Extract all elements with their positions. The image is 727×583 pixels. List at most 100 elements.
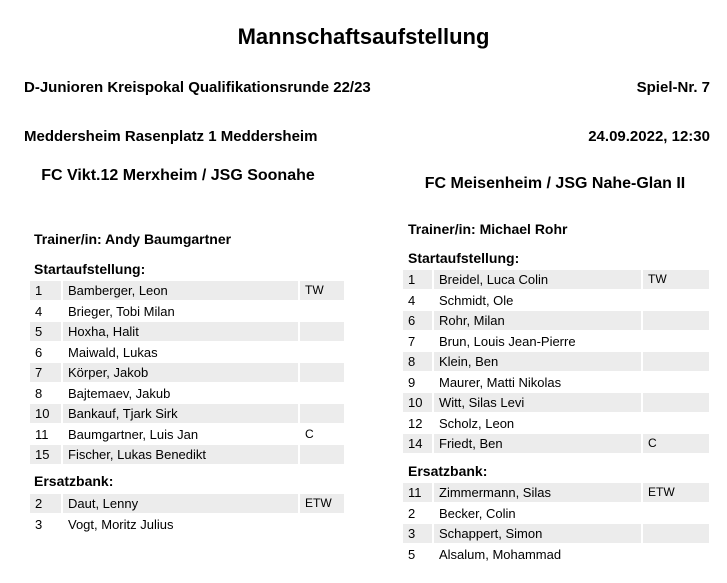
team1-bench-list: 2 Daut, Lenny ETW 3 Vogt, Moritz Julius bbox=[30, 494, 346, 535]
game-number: Spiel-Nr. 7 bbox=[636, 79, 710, 96]
player-name: Vogt, Moritz Julius bbox=[68, 516, 174, 532]
competition-name: D-Junioren Kreispokal Qualifikationsrund… bbox=[24, 79, 371, 96]
player-name: Friedt, Ben bbox=[434, 434, 641, 453]
player-name: Breidel, Luca Colin bbox=[434, 270, 641, 289]
player-number: 10 bbox=[30, 404, 61, 423]
player-row: 11 Zimmermann, Silas ETW bbox=[403, 483, 711, 504]
player-name: Bajtemaev, Jakub bbox=[68, 385, 171, 401]
player-number: 11 bbox=[35, 426, 49, 442]
match-datetime: 24.09.2022, 12:30 bbox=[588, 128, 710, 145]
player-number: 11 bbox=[403, 483, 432, 502]
player-name: Baumgartner, Luis Jan bbox=[68, 426, 199, 442]
player-number: 14 bbox=[403, 434, 432, 453]
player-row: 4 Schmidt, Ole bbox=[403, 291, 711, 312]
player-role bbox=[643, 352, 709, 371]
player-row: 4 Brieger, Tobi Milan bbox=[30, 302, 346, 323]
player-name: Schappert, Simon bbox=[434, 524, 641, 543]
player-number: 1 bbox=[403, 270, 432, 289]
player-number: 3 bbox=[403, 524, 432, 543]
team1-start-list: 1 Bamberger, Leon TW 4 Brieger, Tobi Milan 5 H… bbox=[30, 281, 346, 466]
team1-name: FC Vikt.12 Merxheim / JSG Soonahe bbox=[41, 167, 315, 184]
player-row: 6 Maiwald, Lukas bbox=[30, 343, 346, 364]
player-row: 3 Vogt, Moritz Julius bbox=[30, 515, 346, 536]
player-role bbox=[643, 291, 709, 310]
player-number: 7 bbox=[408, 333, 416, 349]
player-row: 5 Hoxha, Halit bbox=[30, 322, 346, 343]
player-name: Zimmermann, Silas bbox=[434, 483, 641, 502]
venue: Meddersheim Rasenplatz 1 Meddersheim bbox=[24, 128, 318, 145]
player-role: C bbox=[643, 434, 709, 453]
team2-start-list: 1 Breidel, Luca Colin TW 4 Schmidt, Ole 6 Rohr… bbox=[403, 270, 711, 455]
player-name: Hoxha, Halit bbox=[63, 322, 298, 341]
player-row: 2 Becker, Colin bbox=[403, 504, 711, 525]
player-number: 12 bbox=[408, 415, 423, 431]
player-number: 4 bbox=[408, 292, 416, 308]
player-number: 6 bbox=[403, 311, 432, 330]
player-name: Brun, Louis Jean-Pierre bbox=[439, 333, 576, 349]
player-row: 8 Klein, Ben bbox=[403, 352, 711, 373]
team2-trainer: Trainer/in: Michael Rohr bbox=[408, 221, 568, 237]
player-role bbox=[643, 373, 709, 392]
player-row: 15 Fischer, Lukas Benedikt bbox=[30, 445, 346, 466]
player-name: Scholz, Leon bbox=[439, 415, 515, 431]
player-number: 10 bbox=[403, 393, 432, 412]
player-number: 8 bbox=[403, 352, 432, 371]
player-row: 7 Körper, Jakob bbox=[30, 363, 346, 384]
player-number: 2 bbox=[30, 494, 61, 513]
player-number: 6 bbox=[35, 344, 43, 360]
player-name: Fischer, Lukas Benedikt bbox=[63, 445, 298, 464]
player-role: ETW bbox=[300, 494, 344, 513]
player-role bbox=[300, 302, 344, 321]
player-row: 1 Breidel, Luca Colin TW bbox=[403, 270, 711, 291]
player-role bbox=[300, 445, 344, 464]
team1-trainer: Trainer/in: Andy Baumgartner bbox=[34, 231, 232, 247]
player-role bbox=[643, 311, 709, 330]
team1-start-label: Startaufstellung: bbox=[34, 261, 146, 277]
player-role bbox=[643, 332, 709, 351]
player-role: ETW bbox=[643, 483, 709, 502]
team2-bench-label: Ersatzbank: bbox=[408, 463, 488, 479]
player-role bbox=[643, 524, 709, 543]
player-number: 5 bbox=[408, 546, 416, 562]
team2-start-label: Startaufstellung: bbox=[408, 250, 520, 266]
player-name: Rohr, Milan bbox=[434, 311, 641, 330]
player-row: 5 Alsalum, Mohammad bbox=[403, 545, 711, 566]
player-name: Klein, Ben bbox=[434, 352, 641, 371]
player-row: 10 Bankauf, Tjark Sirk bbox=[30, 404, 346, 425]
player-role bbox=[300, 404, 344, 423]
team1-bench-label: Ersatzbank: bbox=[34, 473, 114, 489]
player-role bbox=[300, 515, 344, 534]
player-name: Witt, Silas Levi bbox=[434, 393, 641, 412]
player-number: 15 bbox=[30, 445, 61, 464]
player-number: 4 bbox=[35, 303, 43, 319]
player-role bbox=[300, 363, 344, 382]
player-row: 9 Maurer, Matti Nikolas bbox=[403, 373, 711, 394]
player-name: Daut, Lenny bbox=[63, 494, 298, 513]
player-role bbox=[300, 322, 344, 341]
player-role bbox=[643, 504, 709, 523]
player-row: 14 Friedt, Ben C bbox=[403, 434, 711, 455]
player-name: Maiwald, Lukas bbox=[68, 344, 158, 360]
player-name: Brieger, Tobi Milan bbox=[68, 303, 175, 319]
player-number: 8 bbox=[35, 385, 43, 401]
team2-name: FC Meisenheim / JSG Nahe-Glan II bbox=[424, 175, 686, 192]
player-row: 11 Baumgartner, Luis Jan C bbox=[30, 425, 346, 446]
player-role bbox=[300, 384, 344, 403]
player-role: C bbox=[305, 426, 314, 441]
player-row: 2 Daut, Lenny ETW bbox=[30, 494, 346, 515]
player-name: Körper, Jakob bbox=[63, 363, 298, 382]
player-row: 10 Witt, Silas Levi bbox=[403, 393, 711, 414]
player-number: 9 bbox=[408, 374, 416, 390]
player-name: Schmidt, Ole bbox=[439, 292, 514, 308]
player-row: 8 Bajtemaev, Jakub bbox=[30, 384, 346, 405]
player-role bbox=[300, 343, 344, 362]
player-role bbox=[643, 393, 709, 412]
player-name: Becker, Colin bbox=[439, 505, 516, 521]
page-title: Mannschaftsaufstellung bbox=[237, 24, 490, 49]
team2-bench-list: 11 Zimmermann, Silas ETW 2 Becker, Colin 3 Sch… bbox=[403, 483, 711, 565]
player-row: 3 Schappert, Simon bbox=[403, 524, 711, 545]
player-row: 12 Scholz, Leon bbox=[403, 414, 711, 435]
player-number: 3 bbox=[35, 516, 43, 532]
player-name: Maurer, Matti Nikolas bbox=[439, 374, 562, 390]
player-number: 2 bbox=[408, 505, 416, 521]
